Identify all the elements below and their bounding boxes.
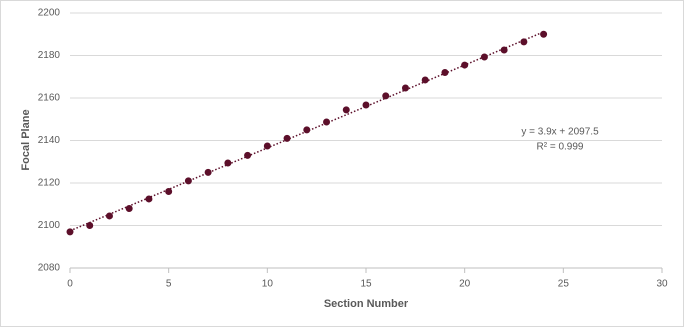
data-point (441, 69, 449, 76)
x-tick-label: 30 (656, 279, 668, 290)
data-point (323, 118, 331, 126)
data-point (401, 84, 409, 92)
data-point (66, 228, 74, 236)
data-point (480, 53, 488, 61)
data-point (303, 126, 311, 134)
data-point (184, 177, 192, 185)
data-point (382, 92, 390, 100)
y-tick-label: 2160 (38, 93, 61, 104)
data-point (263, 142, 271, 150)
x-tick-label: 20 (459, 279, 471, 290)
x-tick-label: 15 (360, 279, 372, 290)
data-point (165, 188, 173, 195)
data-point (362, 101, 370, 109)
data-point (421, 76, 429, 84)
data-point (500, 46, 508, 54)
data-point (145, 195, 153, 203)
data-point (86, 222, 94, 229)
y-tick-label: 2080 (38, 263, 61, 274)
data-point (224, 159, 232, 167)
data-point (244, 151, 252, 159)
data-point (520, 38, 528, 46)
data-point (204, 168, 212, 176)
trendline-equation: y = 3.9x + 2097.5 (521, 127, 599, 138)
y-axis-title: Focal Plane (20, 109, 32, 170)
trendline-r2: R² = 0.999 (537, 142, 584, 153)
x-tick-label: 10 (262, 279, 274, 290)
y-tick-label: 2200 (38, 8, 61, 19)
data-point (540, 30, 548, 38)
data-point (125, 205, 133, 212)
x-tick-label: 5 (166, 279, 172, 290)
y-tick-label: 2100 (38, 220, 61, 231)
y-tick-label: 2120 (38, 178, 61, 189)
x-tick-label: 0 (67, 279, 73, 290)
x-axis-title: Section Number (324, 298, 409, 310)
y-tick-label: 2140 (38, 135, 61, 146)
data-point (105, 212, 113, 220)
data-point (461, 61, 469, 69)
data-point (283, 134, 291, 142)
y-tick-label: 2180 (38, 50, 61, 61)
x-tick-label: 25 (558, 279, 570, 290)
data-point (342, 106, 350, 114)
